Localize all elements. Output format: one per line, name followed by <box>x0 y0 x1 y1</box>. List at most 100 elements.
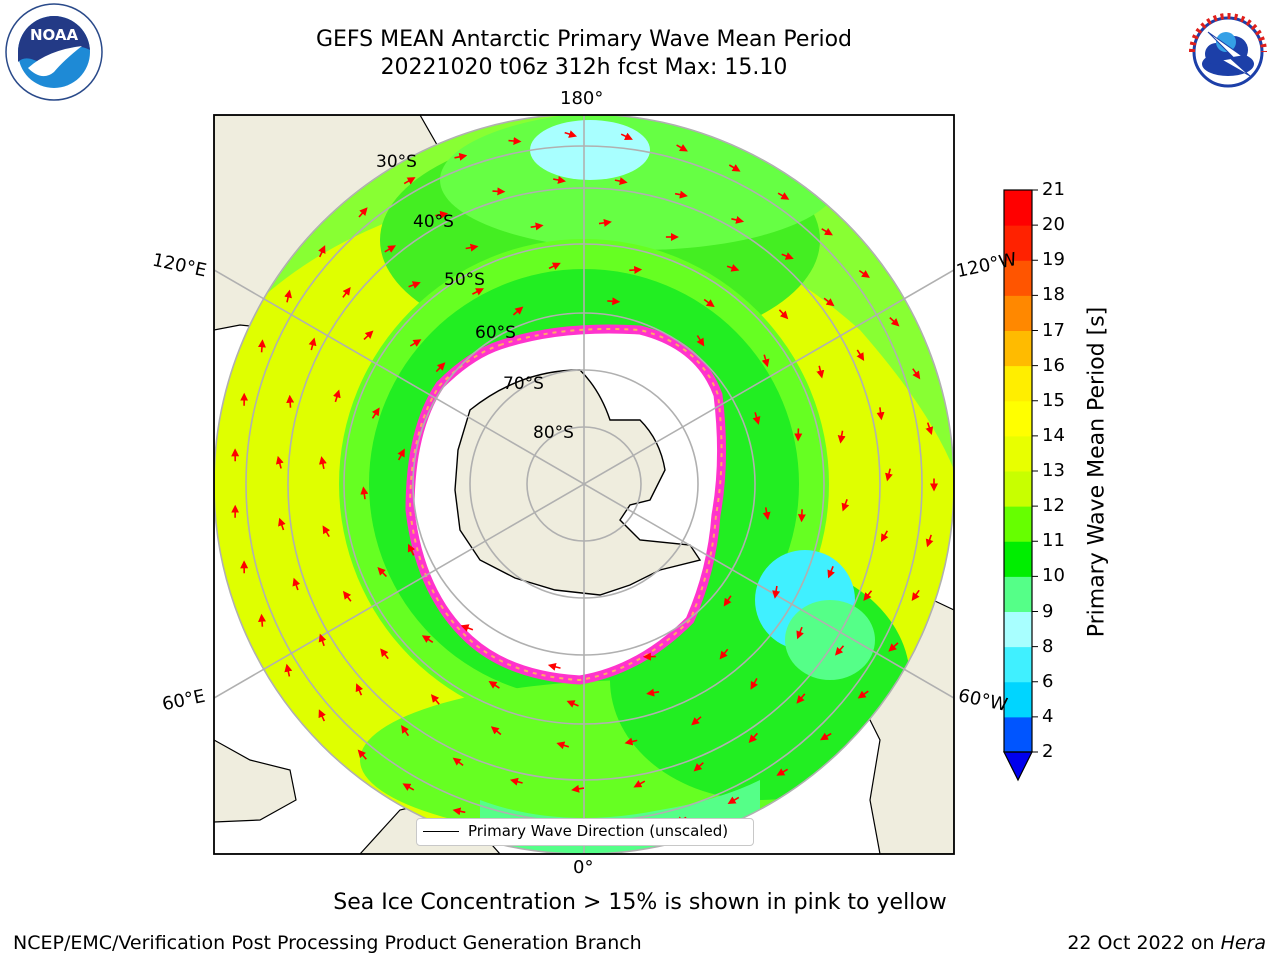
colorbar-tick-label: 20 <box>1042 214 1065 236</box>
wave-arrow <box>435 210 449 219</box>
wave-arrow <box>889 317 900 327</box>
colorbar-bin <box>1004 716 1032 753</box>
wave-arrow <box>401 724 410 737</box>
colorbar-tick-label: 4 <box>1042 705 1054 727</box>
colorbar-tick-label: 10 <box>1042 565 1065 587</box>
wave-arrow <box>880 530 889 543</box>
wave-arrow <box>357 749 367 760</box>
wave-arrow <box>693 762 704 772</box>
colorbar-tick-label: 9 <box>1042 600 1054 622</box>
wave-arrow <box>403 177 416 185</box>
colorbar-tick-label: 16 <box>1042 354 1065 376</box>
wave-arrow <box>472 288 484 296</box>
wave-arrow <box>548 262 561 270</box>
wave-arrow <box>776 768 789 776</box>
nws-logo-icon <box>1180 4 1276 100</box>
wave-arrow <box>841 499 850 512</box>
wave-arrow <box>885 468 893 482</box>
colorbar-bin <box>1004 471 1032 507</box>
wave-arrow <box>781 252 794 260</box>
wave-arrow <box>318 709 326 722</box>
wave-arrow <box>284 289 292 303</box>
wave-arrow <box>292 577 301 591</box>
wave-arrow <box>607 297 621 306</box>
legend-line-swatch <box>423 831 459 832</box>
colorbar-tick-label: 13 <box>1042 460 1065 481</box>
wave-arrow <box>333 389 341 403</box>
wave-arrow <box>629 265 643 274</box>
wave-arrow <box>646 688 660 697</box>
sea-ice-caption: Sea Ice Concentration > 15% is shown in … <box>333 890 947 915</box>
wave-arrow <box>816 365 825 379</box>
lat-label-70s: 70°S <box>503 374 544 394</box>
wave-arrow <box>796 693 806 704</box>
wave-arrow <box>748 732 758 743</box>
colorbar-extend-triangle <box>1003 751 1033 782</box>
colorbar-bin <box>1004 365 1032 402</box>
wave-arrow <box>676 144 688 152</box>
colorbar-tick-label: 18 <box>1042 284 1065 306</box>
wave-arrow <box>377 567 387 578</box>
colorbar-tick-label: 8 <box>1042 635 1054 657</box>
wave-arrow <box>925 422 934 435</box>
wave-arrow <box>452 807 466 816</box>
wave-arrow <box>530 222 544 231</box>
wave-arrow <box>509 777 523 786</box>
colorbar-tick-label: 2 <box>1042 741 1054 762</box>
wave-arrow <box>723 595 732 607</box>
wave-arrow <box>778 309 789 320</box>
wave-arrow <box>796 626 804 640</box>
colorbar <box>1003 189 1038 782</box>
wave-arrow <box>837 430 846 444</box>
wave-arrow <box>911 589 920 601</box>
footer-date: 22 Oct 2022 on Hera <box>1067 932 1266 954</box>
colorbar-bin <box>1004 330 1032 367</box>
lat-label-30s: 30°S <box>376 152 417 172</box>
wave-arrow <box>772 585 781 599</box>
footer-branch: NCEP/EMC/Verification Post Processing Pr… <box>13 932 642 954</box>
wave-arrow <box>421 635 434 643</box>
wave-arrow <box>384 245 397 253</box>
wave-arrow <box>876 407 885 421</box>
wave-arrow <box>407 543 416 556</box>
wave-arrow <box>318 456 327 470</box>
wave-arrow <box>460 624 474 632</box>
wave-arrow <box>318 633 327 647</box>
wave-direction-arrows <box>231 130 938 838</box>
wave-arrow <box>278 517 286 531</box>
wave-arrow <box>409 339 422 347</box>
wave-arrow <box>614 177 628 185</box>
wave-arrow <box>454 152 468 161</box>
noaa-logo-icon: NOAA <box>5 3 103 101</box>
colorbar-tick-label: 11 <box>1042 530 1065 552</box>
wave-arrow <box>564 130 578 138</box>
colorbar-tick-label: 15 <box>1042 389 1065 411</box>
wave-arrow <box>397 448 405 461</box>
wave-arrow <box>571 784 585 793</box>
lon-label-180: 180° <box>560 88 604 109</box>
wave-arrow <box>691 716 702 726</box>
wave-arrow <box>547 662 561 671</box>
wave-arrow <box>508 137 522 145</box>
wave-arrow <box>452 757 464 767</box>
wave-arrow <box>512 306 524 316</box>
lat-label-60s: 60°S <box>475 323 516 343</box>
wave-arrow <box>731 216 745 224</box>
wave-arrow <box>465 243 479 252</box>
wave-arrow <box>308 337 317 351</box>
wave-arrow <box>620 132 633 140</box>
colorbar-tick-label: 12 <box>1042 495 1065 517</box>
colorbar-bin <box>1004 611 1032 648</box>
lat-label-40s: 40°S <box>413 212 454 232</box>
colorbar-bin <box>1004 646 1032 683</box>
map-subtitle: 20221020 t06z 312h fcst Max: 15.10 <box>380 55 788 80</box>
wave-arrow <box>821 227 833 236</box>
wave-arrow <box>777 192 790 200</box>
wave-arrow <box>286 394 295 408</box>
wave-arrow <box>318 245 326 258</box>
wave-arrow <box>761 354 770 368</box>
wave-arrow <box>556 741 570 750</box>
map-title: GEFS MEAN Antarctic Primary Wave Mean Pe… <box>315 27 853 52</box>
colorbar-bin <box>1004 681 1032 718</box>
